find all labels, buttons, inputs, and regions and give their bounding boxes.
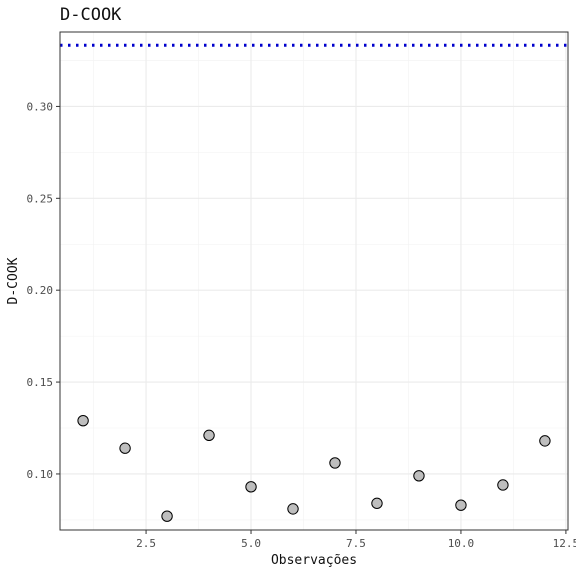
data-point [455, 499, 467, 511]
data-point [245, 481, 257, 493]
data-point [413, 470, 425, 482]
data-point [77, 414, 89, 427]
chart-title: D-COOK [60, 5, 122, 25]
y-tick-label: 0.10 [27, 468, 54, 481]
plot-panel-border [59, 31, 569, 531]
major-gridlines [60, 32, 568, 530]
data-point [497, 479, 509, 491]
x-tick-label: 5.0 [241, 537, 261, 550]
x-tick-label: 2.5 [136, 537, 156, 550]
x-tick-label: 10.0 [448, 537, 475, 550]
y-axis-title: D-COOK [6, 257, 21, 304]
x-axis-ticks: 2.5 5.0 7.5 10.0 12.5 [136, 530, 576, 550]
x-tick-label: 12.5 [553, 537, 576, 550]
data-point [329, 457, 341, 469]
data-point [287, 503, 299, 515]
data-point [539, 435, 551, 447]
data-point [119, 442, 131, 454]
y-tick-label: 0.25 [27, 192, 54, 205]
y-axis-ticks: 0.10 0.15 0.20 0.25 0.30 [27, 100, 60, 481]
data-point [371, 497, 383, 510]
minor-gridlines [60, 32, 568, 530]
data-points [77, 414, 551, 522]
y-tick-label: 0.20 [27, 284, 54, 297]
y-tick-label: 0.15 [27, 376, 54, 389]
x-tick-label: 7.5 [346, 537, 366, 550]
data-point [203, 429, 215, 442]
data-point [161, 510, 173, 522]
x-axis-title: Observações [271, 553, 357, 568]
y-tick-label: 0.30 [27, 100, 54, 113]
